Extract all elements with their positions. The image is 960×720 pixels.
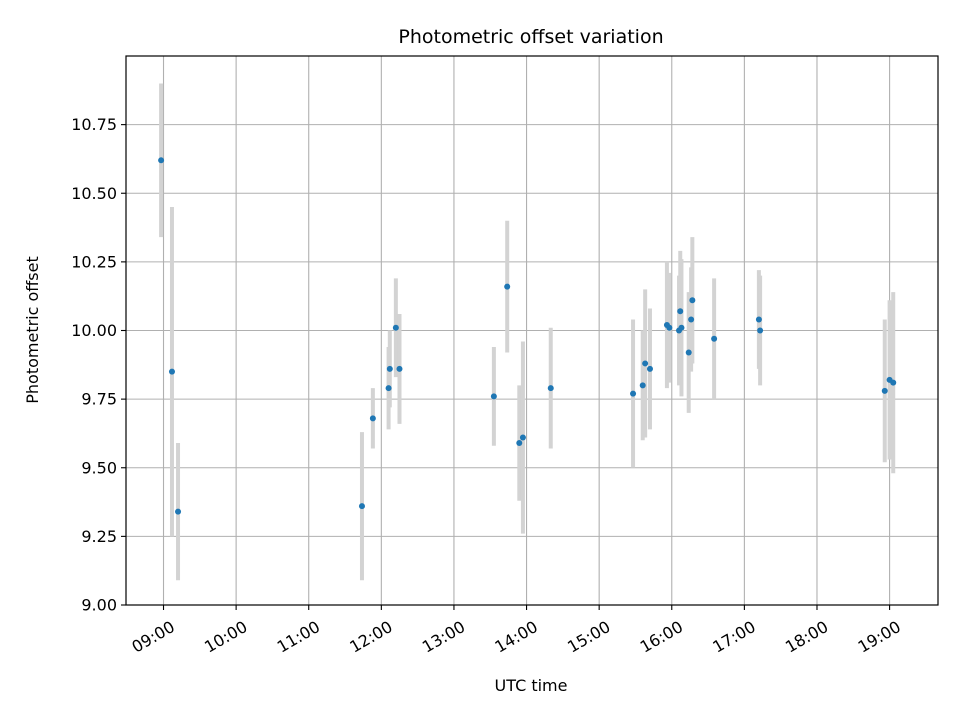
data-point — [504, 283, 511, 290]
data-point — [688, 316, 695, 323]
data-point — [547, 385, 554, 392]
data-point — [646, 365, 653, 372]
data-point — [396, 365, 403, 372]
data-points — [158, 157, 897, 515]
data-point — [519, 434, 526, 441]
y-tick-label: 10.00 — [71, 321, 117, 340]
data-point — [685, 349, 692, 356]
data-point — [755, 316, 762, 323]
y-tick-label: 10.75 — [71, 115, 117, 134]
data-point — [490, 393, 497, 400]
data-point — [677, 308, 684, 315]
data-point — [168, 368, 175, 375]
y-tick-label: 10.50 — [71, 184, 117, 203]
data-point — [175, 508, 182, 515]
y-axis-ticks: 9.00 9.25 9.50 9.75 10.00 10.25 10.50 10.75 — [71, 115, 126, 615]
data-point — [711, 335, 718, 342]
chart-title: Photometric offset variation — [398, 26, 663, 48]
data-point — [630, 390, 637, 397]
data-point — [158, 157, 165, 164]
y-tick-label: 9.00 — [81, 596, 117, 615]
data-point — [678, 324, 685, 331]
data-point — [516, 440, 523, 447]
data-point — [386, 365, 393, 372]
data-point — [689, 297, 696, 304]
data-point — [369, 415, 376, 422]
data-point — [385, 385, 392, 392]
y-tick-label: 9.50 — [81, 458, 117, 477]
data-point — [757, 327, 764, 334]
data-point — [392, 324, 399, 331]
data-point — [881, 387, 888, 394]
data-point — [358, 503, 365, 510]
y-tick-label: 9.75 — [81, 390, 117, 409]
y-tick-label: 9.25 — [81, 527, 117, 546]
x-axis-label: UTC time — [495, 676, 568, 695]
y-tick-label: 10.25 — [71, 252, 117, 271]
data-point — [642, 360, 649, 367]
data-point — [666, 324, 673, 331]
data-point — [890, 379, 897, 386]
y-axis-label: Photometric offset — [23, 256, 42, 404]
data-point — [639, 382, 646, 389]
